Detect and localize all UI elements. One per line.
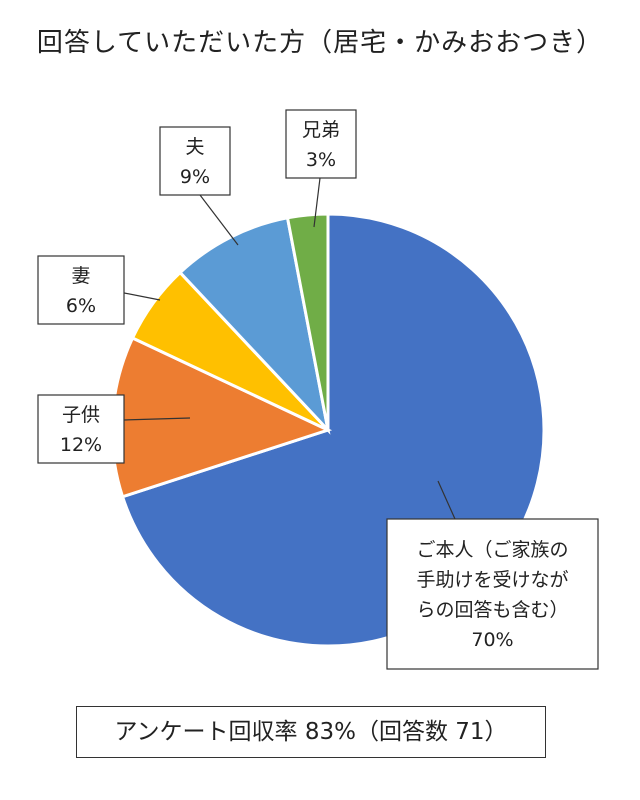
callout-box-4 [285, 109, 357, 179]
response-rate-text: アンケート回収率 83%（回答数 71） [114, 719, 508, 745]
callout-label-0-line-0: ご本人（ご家族の [416, 539, 568, 561]
callout-value-2: 6% [66, 295, 96, 317]
callout-box-2 [37, 255, 125, 325]
chart-title: 回答していただいた方（居宅・かみおおつき） [36, 28, 604, 58]
leader-line-0 [437, 480, 456, 520]
callout-value-0: 70% [471, 629, 513, 651]
leader-line-4 [313, 177, 321, 228]
pie-slice-4 [285, 212, 330, 431]
callout-label-3-line-0: 夫 [185, 136, 204, 158]
callout-box-0 [386, 518, 599, 670]
callout-box-1 [37, 394, 125, 464]
response-rate-note: アンケート回収率 83%（回答数 71） [76, 706, 546, 758]
callout-label-0-line-2: らの回答も含む） [416, 599, 568, 621]
callout-value-1: 12% [60, 434, 102, 456]
callout-label-0-line-1: 手助けを受けなが [416, 569, 568, 591]
callout-box-3 [159, 126, 231, 196]
callout-label-2-line-0: 妻 [71, 265, 90, 287]
callout-value-4: 3% [306, 149, 336, 171]
callout-value-3: 9% [180, 166, 210, 188]
pie-slice-3 [178, 216, 331, 435]
leader-line-1 [123, 417, 191, 421]
leader-line-3 [199, 194, 239, 246]
callout-label-4-line-0: 兄弟 [302, 119, 340, 141]
callout-label-1-line-0: 子供 [62, 404, 100, 426]
